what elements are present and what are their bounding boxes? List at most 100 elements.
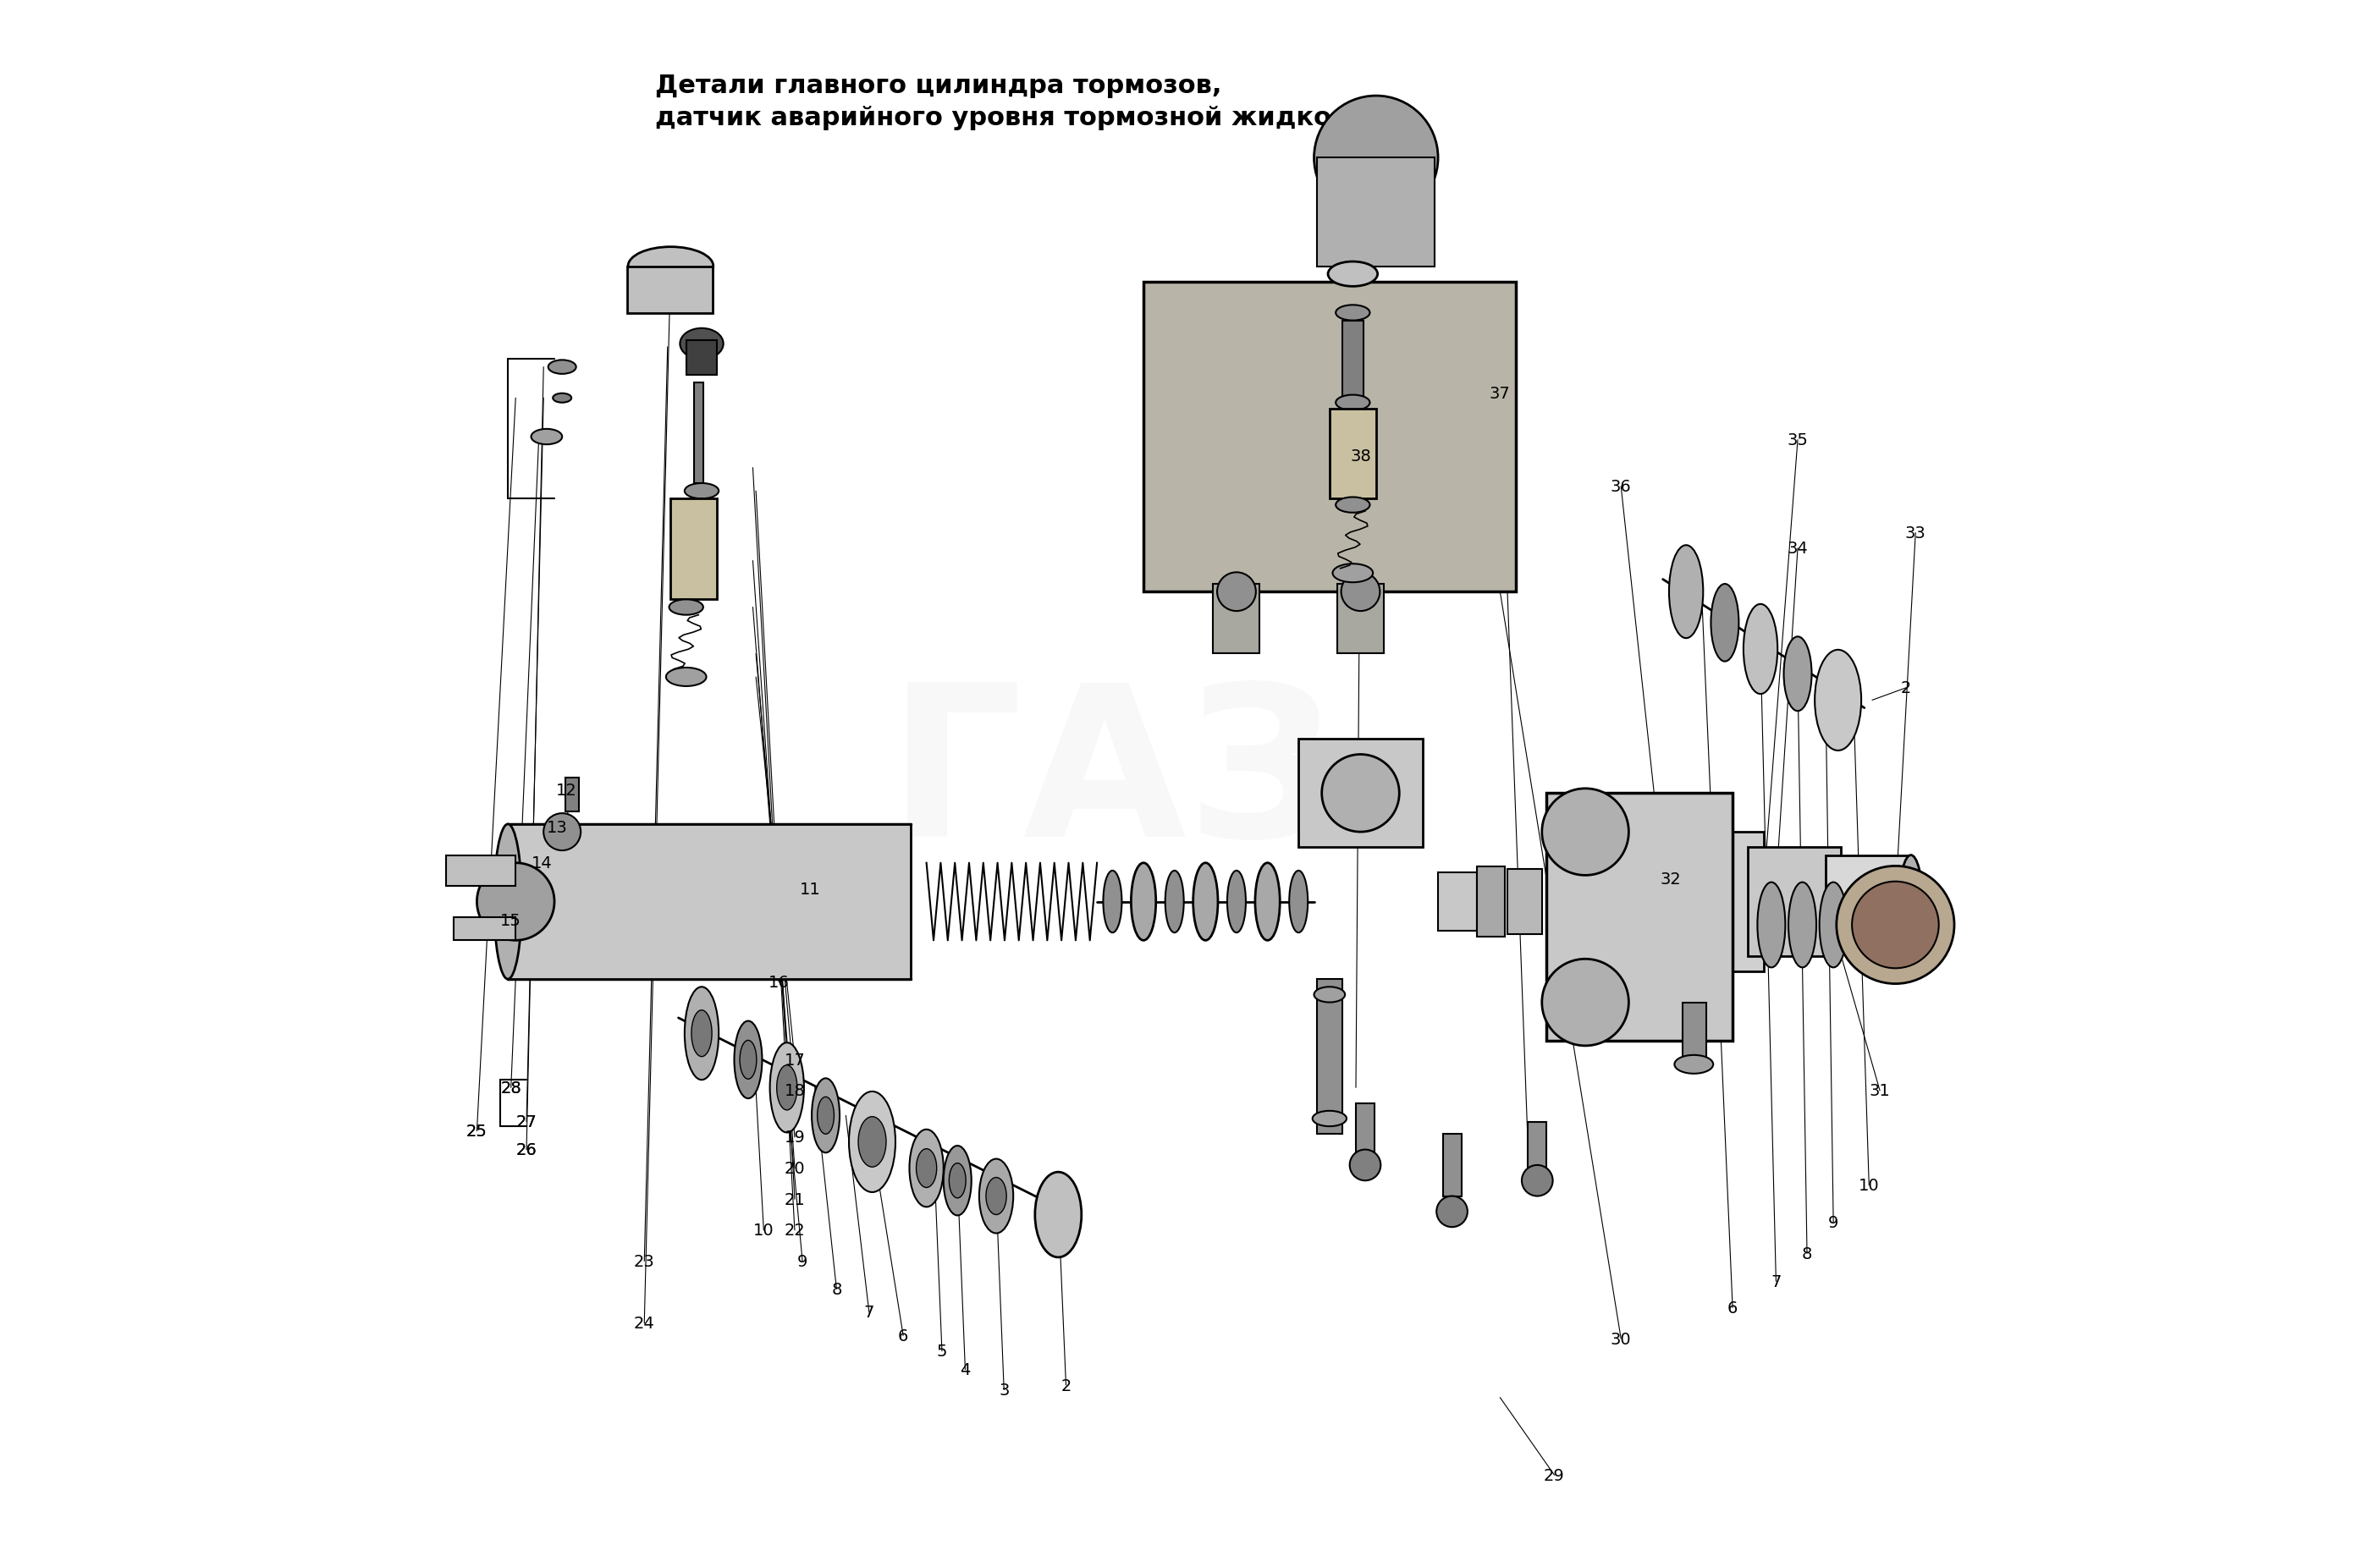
Ellipse shape (1166, 871, 1183, 934)
Text: 10: 10 (752, 1223, 774, 1239)
Text: 2: 2 (1902, 680, 1911, 696)
Text: 26: 26 (516, 1142, 538, 1158)
Bar (1316, 979, 1342, 1134)
Text: 17: 17 (783, 1052, 804, 1067)
Text: ГАЗ: ГАЗ (888, 675, 1338, 881)
Bar (1509, 870, 1542, 935)
Text: 32: 32 (1661, 871, 1680, 887)
Text: 35: 35 (1787, 433, 1809, 448)
Ellipse shape (547, 361, 576, 375)
Text: 15: 15 (500, 912, 521, 929)
Text: 4: 4 (959, 1362, 971, 1377)
Ellipse shape (1816, 650, 1861, 752)
Circle shape (1521, 1165, 1552, 1197)
Ellipse shape (950, 1164, 966, 1198)
Text: 6: 6 (897, 1327, 909, 1344)
Text: 36: 36 (1611, 479, 1630, 495)
Ellipse shape (1228, 871, 1245, 934)
Ellipse shape (1335, 498, 1371, 513)
Text: 33: 33 (1904, 526, 1925, 541)
Ellipse shape (733, 1021, 762, 1099)
Text: 7: 7 (1771, 1273, 1780, 1290)
Bar (1442, 1134, 1461, 1197)
Text: 10: 10 (1859, 1178, 1880, 1193)
Text: 22: 22 (783, 1223, 804, 1239)
Ellipse shape (1311, 1111, 1347, 1127)
Ellipse shape (740, 1041, 757, 1080)
Bar (1683, 1002, 1706, 1064)
Text: 25: 25 (466, 1123, 488, 1139)
Text: 5: 5 (938, 1343, 947, 1358)
Bar (1438, 873, 1478, 932)
Bar (564, 778, 578, 812)
Text: 37: 37 (1490, 386, 1511, 401)
Text: 25: 25 (466, 1123, 488, 1139)
Ellipse shape (685, 987, 719, 1080)
Bar (1342, 321, 1364, 398)
Text: 3: 3 (1000, 1382, 1009, 1397)
Ellipse shape (978, 1159, 1014, 1234)
Ellipse shape (1254, 864, 1280, 941)
Text: 14: 14 (531, 856, 552, 871)
Ellipse shape (1035, 1172, 1081, 1257)
Text: 6: 6 (1728, 1299, 1737, 1316)
Bar (1478, 867, 1504, 937)
Bar (1142, 282, 1516, 593)
Circle shape (1314, 96, 1438, 221)
Bar (507, 825, 912, 979)
Text: 2: 2 (1061, 1377, 1071, 1393)
Text: 8: 8 (831, 1281, 843, 1298)
Text: 28: 28 (500, 1080, 521, 1095)
Ellipse shape (1711, 585, 1740, 661)
Ellipse shape (1333, 565, 1373, 584)
Text: 26: 26 (516, 1142, 538, 1158)
Ellipse shape (1899, 856, 1923, 949)
Bar (1547, 873, 1571, 932)
Ellipse shape (1130, 864, 1157, 941)
Ellipse shape (1756, 882, 1785, 968)
Circle shape (1438, 1197, 1468, 1228)
Text: 9: 9 (1828, 1215, 1840, 1231)
Text: 31: 31 (1868, 1083, 1890, 1099)
Bar (1576, 874, 1607, 929)
Bar (445, 856, 516, 887)
Ellipse shape (776, 1066, 797, 1111)
Bar (1747, 848, 1842, 955)
Text: Детали главного цилиндра тормозов,
датчик аварийного уровня тормозной жидкости: Детали главного цилиндра тормозов, датчи… (655, 73, 1380, 131)
Ellipse shape (1321, 755, 1399, 832)
Ellipse shape (1216, 573, 1257, 612)
Bar (1685, 832, 1764, 971)
Ellipse shape (495, 825, 521, 979)
Ellipse shape (916, 1148, 938, 1187)
Text: 12: 12 (557, 783, 578, 798)
Ellipse shape (1335, 395, 1371, 411)
Text: 30: 30 (1611, 1330, 1630, 1347)
Text: 34: 34 (1787, 541, 1809, 557)
Ellipse shape (1290, 871, 1309, 934)
Ellipse shape (685, 484, 719, 499)
Text: 7: 7 (864, 1304, 873, 1321)
Circle shape (1852, 882, 1940, 968)
Ellipse shape (1335, 305, 1371, 321)
Ellipse shape (1668, 546, 1704, 638)
Text: 20: 20 (785, 1161, 804, 1176)
Ellipse shape (666, 668, 707, 686)
Ellipse shape (1783, 636, 1811, 711)
Ellipse shape (552, 394, 571, 403)
Bar (1330, 409, 1376, 499)
Ellipse shape (693, 1010, 712, 1057)
Ellipse shape (812, 1078, 840, 1153)
Bar (1578, 809, 1702, 994)
Text: 16: 16 (769, 974, 790, 991)
Bar (455, 918, 516, 941)
Text: 21: 21 (783, 1192, 804, 1207)
Ellipse shape (1314, 987, 1345, 1002)
Bar (1338, 585, 1383, 654)
Bar (1299, 739, 1423, 848)
Text: 27: 27 (516, 1114, 538, 1130)
Circle shape (1837, 867, 1954, 983)
Ellipse shape (1192, 864, 1219, 941)
Text: 11: 11 (800, 882, 821, 898)
Circle shape (476, 864, 555, 941)
Circle shape (1542, 958, 1628, 1046)
